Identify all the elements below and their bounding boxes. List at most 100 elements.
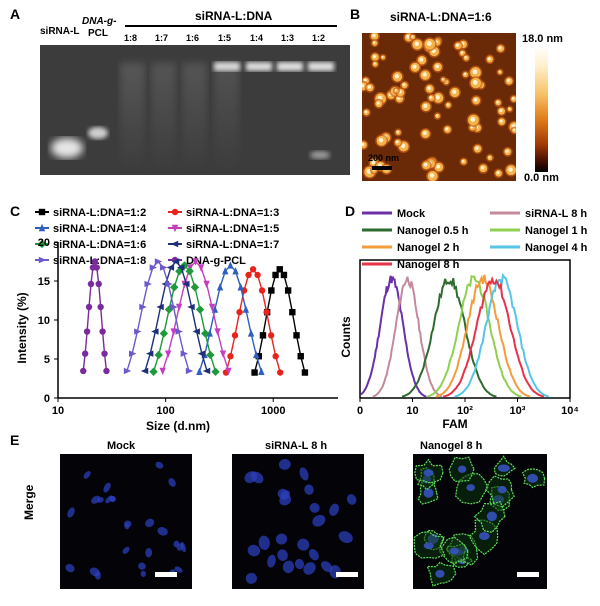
data-point (259, 332, 267, 339)
data-point (87, 280, 95, 288)
y-tick-label: 20 (38, 237, 50, 249)
legend-marker (38, 256, 47, 264)
data-point (227, 261, 234, 269)
gel-group-underline (125, 25, 337, 27)
nucleus (140, 570, 147, 578)
afm-scale-bar (372, 166, 392, 170)
panel-b-letter: B (350, 6, 361, 22)
data-point (301, 369, 309, 376)
series-line (162, 260, 230, 372)
data-point (159, 329, 169, 338)
data-point (245, 271, 252, 279)
data-point (247, 329, 255, 337)
y-axis-label: Counts (340, 316, 353, 358)
data-point (166, 264, 175, 271)
data-point (97, 303, 104, 311)
nucleus (329, 503, 339, 516)
data-point (202, 367, 211, 375)
legend-label: Nanogel 4 h (525, 242, 588, 254)
data-point (289, 308, 296, 316)
data-point (175, 328, 183, 335)
nucleus (244, 471, 258, 484)
nucleus (308, 549, 319, 561)
x-tick-label: 10 (52, 405, 64, 417)
nucleus (486, 511, 497, 522)
nucleus (275, 533, 288, 545)
nucleus (267, 554, 276, 568)
nucleus (309, 502, 320, 513)
ratio-label: 1:2 (312, 33, 326, 43)
ratio-label: 1:4 (250, 33, 264, 43)
data-point (154, 258, 163, 265)
data-point (254, 271, 261, 279)
histogram-Nanogel 1 h (426, 274, 522, 398)
micrograph-sirna (232, 454, 364, 589)
legend-label: siRNA-L:DNA=1:5 (186, 223, 279, 235)
data-point (268, 287, 275, 294)
data-point (225, 367, 232, 376)
nucleus (180, 541, 186, 553)
data-point (276, 369, 284, 376)
legend-label: Mock (397, 208, 426, 220)
series-siRNA-L:DNA=1:8 (123, 258, 194, 375)
micro-scale-bar (517, 572, 539, 577)
data-point (149, 367, 158, 376)
data-point (175, 303, 183, 312)
nucleus (145, 547, 153, 558)
series-siRNA-L:DNA=1:4 (196, 261, 265, 375)
data-point (91, 258, 99, 265)
data-point (165, 280, 173, 288)
data-point (151, 328, 159, 335)
series-siRNA-L:DNA=1:7 (140, 258, 211, 375)
nucleus (168, 478, 176, 487)
data-point (280, 271, 288, 279)
micro-title-nanogel: Nanogel 8 h (420, 440, 483, 452)
nucleus (245, 572, 257, 584)
data-point (159, 264, 168, 271)
colorbar-min: 0.0 nm (524, 172, 559, 184)
micro-scale-bar (336, 572, 358, 577)
x-axis-label: Size (d.nm) (146, 419, 210, 433)
nucleus (277, 549, 288, 561)
micrograph-mock (60, 454, 192, 589)
nucleus (247, 544, 261, 557)
nucleus (174, 566, 183, 573)
dls-chart: siRNA-L:DNA=1:2 siRNA-L:DNA=1:3 siRNA-L:DN… (15, 207, 338, 433)
flow-chart: Mock siRNA-L 8 h Nanogel 0.5 h Nanogel 1 h N… (340, 208, 588, 431)
nucleus (83, 471, 91, 479)
legend-marker (171, 208, 179, 216)
nucleus (466, 484, 476, 491)
data-point (180, 350, 189, 357)
x-tick-label: 10 (406, 405, 418, 417)
nucleus (304, 484, 314, 495)
nucleus (497, 485, 507, 494)
micro-title-mock: Mock (107, 440, 136, 452)
merge-row-label: Merge (22, 484, 36, 520)
nucleus (282, 560, 295, 574)
data-point (242, 305, 250, 313)
data-point (185, 367, 194, 375)
data-point (85, 303, 93, 311)
lane-dna-label-2: PCL (88, 28, 108, 39)
lane-sirna-label: siRNA-L (40, 26, 80, 37)
data-point (156, 303, 164, 311)
data-point (182, 280, 190, 288)
nucleus (497, 464, 510, 472)
series-line (253, 268, 306, 373)
data-point (177, 264, 185, 271)
data-point (222, 267, 229, 275)
legend-label: Nanogel 8 h (397, 259, 460, 271)
data-point (219, 350, 227, 358)
y-tick-label: 10 (38, 315, 50, 327)
nucleus (89, 567, 100, 577)
nucleus (294, 558, 305, 570)
nucleus (67, 507, 75, 518)
nucleus (109, 495, 116, 502)
data-point (187, 303, 195, 311)
data-point (134, 328, 142, 335)
data-point (276, 266, 283, 273)
data-point (203, 280, 210, 289)
micrograph-nanogel (413, 454, 547, 589)
data-point (258, 287, 266, 294)
data-point (253, 350, 260, 359)
